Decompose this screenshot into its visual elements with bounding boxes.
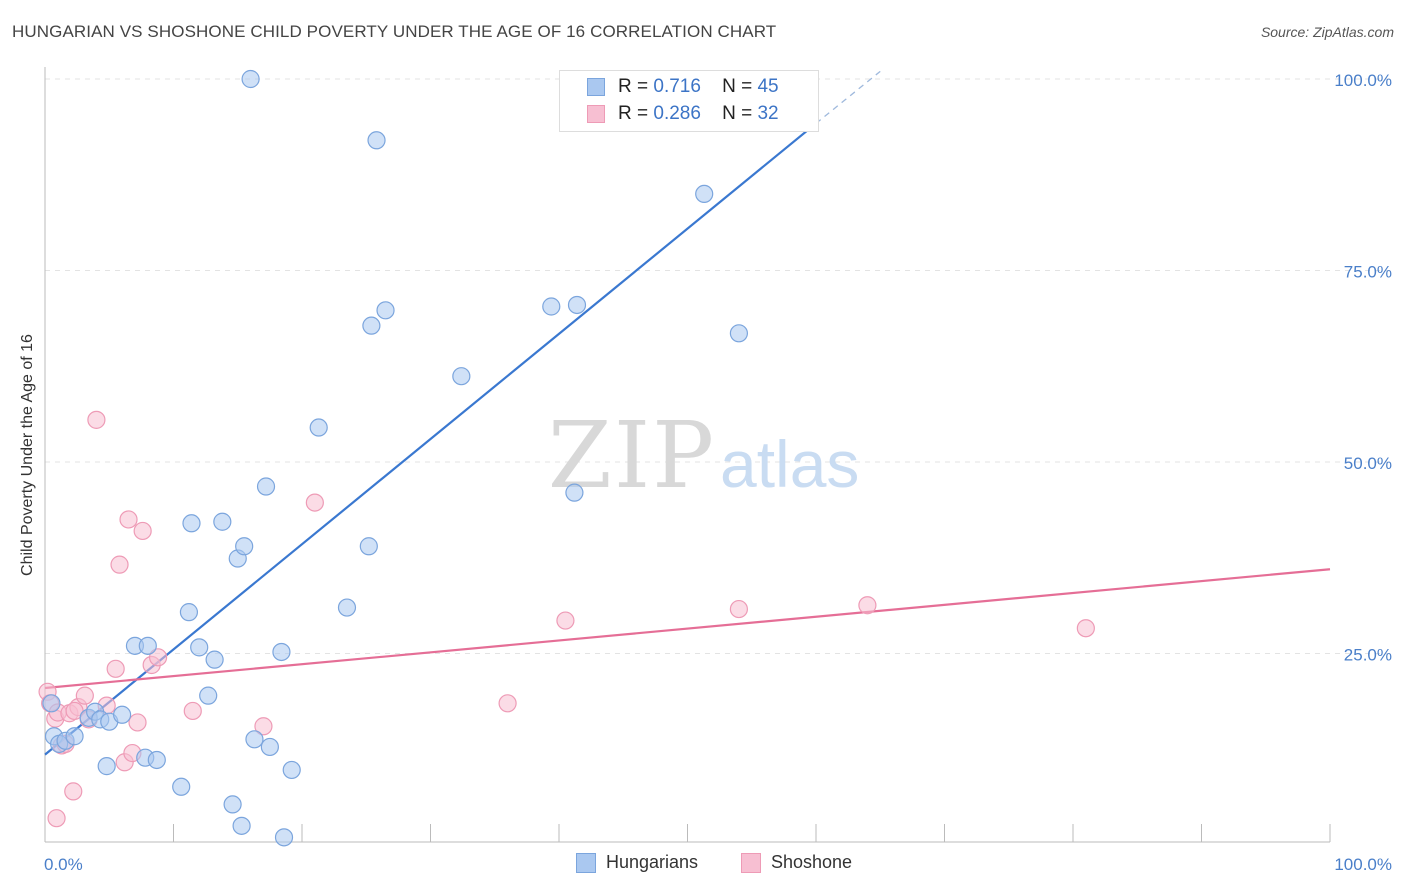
hungarians-point xyxy=(182,514,201,533)
tick-labels: 25.0% 50.0% 75.0% 100.0% 0.0% 100.0% xyxy=(44,71,1392,874)
legend-r-value: 0.716 xyxy=(653,76,701,97)
hungarians-point xyxy=(367,131,386,150)
trend-lines xyxy=(44,70,1331,756)
hungarians-point xyxy=(729,324,749,343)
shoshone-point xyxy=(305,493,324,512)
hungarians-point xyxy=(695,184,714,203)
shoshone-point xyxy=(1076,619,1095,638)
shoshone-point xyxy=(183,701,202,721)
data-points xyxy=(38,69,1095,847)
legend-n-label: N = xyxy=(722,76,753,97)
hungarians-point xyxy=(138,636,157,655)
hungarians-point xyxy=(65,727,84,746)
shoshone-point xyxy=(106,659,125,678)
shoshone-point xyxy=(87,410,106,429)
hungarians-point xyxy=(42,694,61,713)
legend-r-label: R = xyxy=(618,103,649,124)
hungarians-point xyxy=(205,650,224,669)
shoshone-trend-line xyxy=(44,568,1331,690)
legend-r-value: 0.286 xyxy=(653,103,701,124)
shoshone-point xyxy=(556,611,575,630)
hungarians-point xyxy=(241,69,260,89)
shoshone-point xyxy=(119,510,138,529)
hungarians-point xyxy=(213,512,232,531)
watermark: ZIP atlas xyxy=(548,402,860,509)
legend-n-label: N = xyxy=(722,103,753,124)
gridlines xyxy=(45,78,1392,654)
hungarians-point xyxy=(362,316,381,335)
shoshone-point xyxy=(47,809,66,828)
hungarians-point xyxy=(272,642,291,662)
hungarians-point xyxy=(309,418,328,437)
hungarians-point xyxy=(245,730,264,749)
legend-label-shoshone: Shoshone xyxy=(771,852,853,872)
hungarians-point xyxy=(172,777,191,796)
hungarians-point xyxy=(542,297,561,316)
legend-label-hungarians: Hungarians xyxy=(606,852,699,872)
axes xyxy=(44,67,1331,843)
shoshone-point xyxy=(254,717,273,736)
shoshone-point xyxy=(128,713,147,732)
legend-n-value: 45 xyxy=(757,76,779,97)
hungarians-trend-extension xyxy=(815,70,881,124)
hungarians-point xyxy=(147,750,166,770)
legend-swatch-shoshone xyxy=(587,105,605,123)
legend-swatch-shoshone xyxy=(741,853,761,873)
hungarians-point xyxy=(179,603,199,622)
legend-swatch-hungarians xyxy=(576,853,596,873)
hungarians-point xyxy=(452,367,471,386)
x-tick-label: 100.0% xyxy=(1334,855,1392,874)
hungarians-point xyxy=(199,686,218,705)
hungarians-point xyxy=(190,638,209,657)
legend-swatch-hungarians xyxy=(587,78,605,96)
shoshone-point xyxy=(498,694,517,713)
y-tick-label: 25.0% xyxy=(1344,646,1392,665)
source-label: Source: ZipAtlas.com xyxy=(1260,24,1394,40)
hungarians-point xyxy=(359,537,378,556)
hungarians-point xyxy=(274,828,294,847)
x-tick-label: 0.0% xyxy=(44,855,83,874)
stats-legend: R = 0.716 N = 45 R = 0.286 N = 32 xyxy=(559,70,819,132)
hungarians-point xyxy=(232,816,251,835)
hungarians-point xyxy=(337,598,357,617)
legend-r-label: R = xyxy=(618,76,649,97)
hungarians-point xyxy=(567,295,587,315)
shoshone-point xyxy=(148,648,168,667)
shoshone-point xyxy=(110,555,129,574)
hungarians-point xyxy=(376,301,395,320)
legend-n-value: 32 xyxy=(757,103,779,124)
legend-row-shoshone: R = 0.286 N = 32 xyxy=(560,101,818,127)
y-tick-label: 50.0% xyxy=(1344,454,1392,473)
hungarians-point xyxy=(112,705,132,724)
shoshone-point xyxy=(75,686,94,705)
hungarians-point xyxy=(235,537,254,556)
shoshone-point xyxy=(64,782,83,801)
hungarians-point xyxy=(282,760,301,780)
shoshone-point xyxy=(858,596,877,615)
watermark-atlas: atlas xyxy=(720,427,859,501)
chart-title: HUNGARIAN VS SHOSHONE CHILD POVERTY UNDE… xyxy=(12,22,777,41)
hungarians-point xyxy=(97,757,116,776)
hungarians-point xyxy=(256,477,276,496)
y-tick-label: 100.0% xyxy=(1334,71,1392,90)
hungarians-point xyxy=(260,737,279,757)
shoshone-point xyxy=(729,599,749,619)
hungarians-point xyxy=(223,795,242,814)
hungarians-trend-line xyxy=(44,122,817,756)
hungarians-point xyxy=(565,483,584,502)
shoshone-point xyxy=(133,521,152,541)
y-tick-label: 75.0% xyxy=(1344,263,1392,282)
legend-row-hungarians: R = 0.716 N = 45 xyxy=(560,74,818,100)
